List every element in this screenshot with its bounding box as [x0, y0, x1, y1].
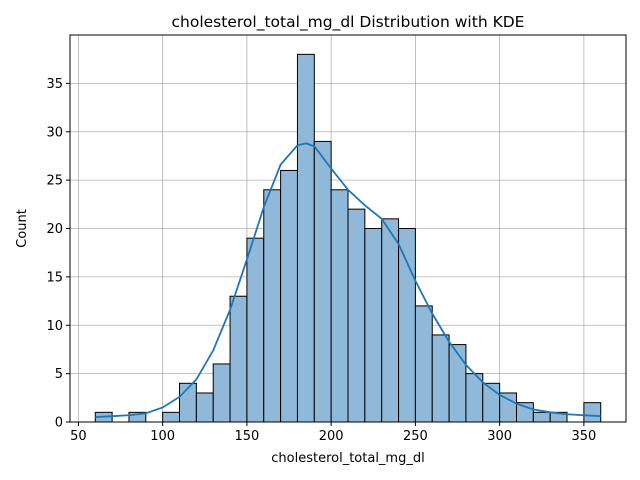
histogram-bar [296, 53, 315, 423]
histogram-bar [414, 305, 433, 423]
histogram-bar [246, 237, 265, 423]
histogram-bar [195, 392, 214, 423]
x-tick-label: 150 [234, 429, 259, 444]
y-tick-label: 15 [46, 270, 63, 285]
histogram-bar [431, 334, 450, 423]
histogram-bar [330, 189, 349, 423]
x-tick-label: 250 [403, 429, 428, 444]
histogram-bar [398, 228, 416, 423]
histogram-bar [381, 218, 400, 423]
y-tick-label: 0 [55, 416, 63, 431]
x-tick-label: 350 [571, 429, 596, 444]
x-tick-label: 50 [70, 429, 87, 444]
histogram-bar [162, 411, 181, 423]
x-tick-label: 200 [319, 429, 344, 444]
x-tick-label: 100 [150, 429, 175, 444]
histogram-bar [263, 189, 282, 423]
histogram-bar [212, 363, 231, 423]
y-tick-label: 20 [46, 222, 63, 237]
y-tick-label: 5 [55, 367, 63, 382]
y-tick-label: 30 [46, 125, 63, 140]
histogram-bar [583, 402, 602, 423]
histogram-bar [499, 392, 517, 423]
histogram-bar [364, 228, 383, 423]
x-axis-title: cholesterol_total_mg_dl [271, 451, 424, 466]
y-tick-label: 35 [46, 77, 63, 92]
chart-title: cholesterol_total_mg_dl Distribution wit… [172, 13, 525, 32]
x-tick-label: 300 [487, 429, 512, 444]
histogram-bar [347, 208, 366, 423]
y-axis-ticks: 0 5 10 15 20 25 30 35 [46, 77, 70, 431]
histogram-bar [532, 411, 551, 423]
y-tick-label: 10 [46, 319, 63, 334]
y-tick-label: 25 [46, 174, 63, 189]
x-axis-ticks: 50 100 150 200 250 300 350 [70, 422, 596, 444]
histogram-bar [229, 295, 248, 423]
histogram-bar [515, 402, 534, 423]
histogram-bars [94, 53, 602, 423]
histogram-bar [280, 169, 298, 423]
histogram-bar [448, 344, 467, 423]
histogram-bar [313, 140, 332, 423]
kde-line [95, 142, 601, 419]
y-axis-title: Count [15, 209, 30, 248]
